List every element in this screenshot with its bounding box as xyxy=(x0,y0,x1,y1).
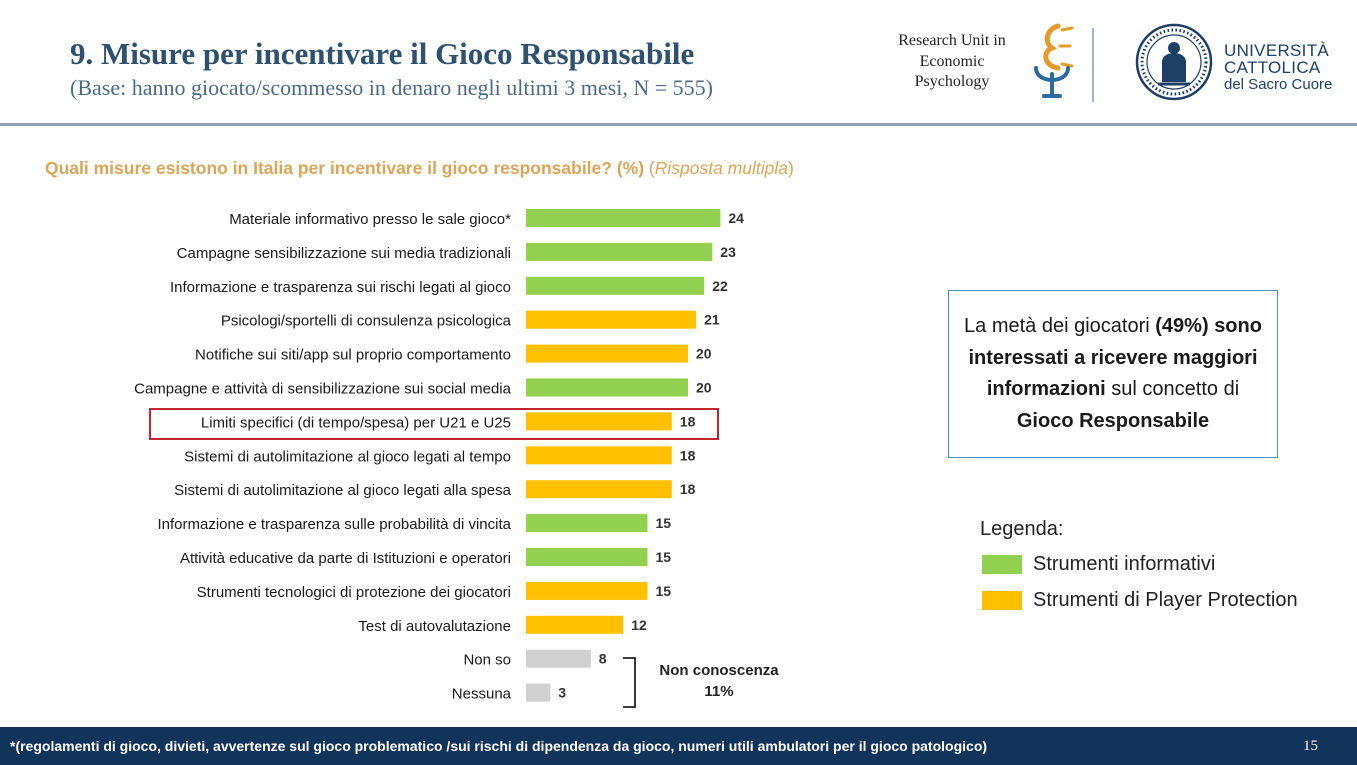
question-note: Risposta multipla xyxy=(654,158,788,178)
bar-value-label: 23 xyxy=(720,244,736,260)
bar xyxy=(526,615,624,634)
bar-value-label: 8 xyxy=(599,651,607,667)
slide-title: 9. Misure per incentivare il Gioco Respo… xyxy=(70,36,695,71)
bar-value-label: 15 xyxy=(656,515,672,531)
bar-value-label: 20 xyxy=(696,380,712,396)
bar-value-label: 18 xyxy=(680,413,696,429)
research-unit-line: Economic xyxy=(919,52,985,70)
bar xyxy=(526,480,672,499)
bar-category-label: Test di autovalutazione xyxy=(358,618,511,635)
question-text: Quali misure esistono in Italia per ince… xyxy=(45,158,645,178)
legend-swatch-informativi xyxy=(982,555,1022,574)
bar-category-label: Non so xyxy=(463,652,511,669)
legend-title: Legenda: xyxy=(980,518,1064,540)
insight-text-bold: Gioco Responsabile xyxy=(1016,409,1210,432)
bar-category-label: Limiti specifici (di tempo/spesa) per U2… xyxy=(201,414,511,431)
university-name-line: UNIVERSITÀ xyxy=(1224,41,1330,60)
bar-category-label: Campagne sensibilizzazione sui media tra… xyxy=(177,245,511,262)
university-name-line: CATTOLICA xyxy=(1224,58,1321,77)
bar xyxy=(526,514,648,533)
bar-category-label: Sistemi di autolimitazione al gioco lega… xyxy=(174,482,512,499)
university-name: UNIVERSITÀ CATTOLICA del Sacro Cuore xyxy=(1224,42,1332,93)
insight-text-bold: (49%) xyxy=(1155,315,1209,337)
bar-value-label: 18 xyxy=(680,481,696,497)
insight-text-bold: sono interessati a ricevere maggiori inf… xyxy=(968,315,1262,400)
bar-value-label: 15 xyxy=(656,549,672,565)
bar-category-label: Notifiche sui siti/app sul proprio compo… xyxy=(195,347,511,364)
slide-subtitle: (Base: hanno giocato/scommesso in denaro… xyxy=(70,75,713,100)
bar-category-label: Materiale informativo presso le sale gio… xyxy=(229,211,511,228)
bar-chart: Materiale informativo presso le sale gio… xyxy=(134,209,744,703)
psychology-logo-icon xyxy=(1034,23,1074,98)
bar-value-label: 15 xyxy=(656,583,672,599)
university-seal-icon xyxy=(1135,23,1213,101)
research-unit-line: Psychology xyxy=(914,73,990,90)
question-note-open: ( xyxy=(644,158,655,178)
bar-category-label: Attività educative da parte di Istituzio… xyxy=(180,550,511,567)
non-conoscenza-value: 11% xyxy=(704,683,734,700)
bar-value-label: 18 xyxy=(680,447,696,463)
highlight-box xyxy=(149,408,719,440)
logo-divider xyxy=(1092,28,1094,102)
bar-category-label: Sistemi di autolimitazione al gioco lega… xyxy=(184,448,511,465)
bar-category-label: Campagne e attività di sensibilizzazione… xyxy=(134,381,512,398)
bar-value-label: 22 xyxy=(712,278,728,294)
bar xyxy=(526,412,672,431)
bar xyxy=(526,242,713,261)
bar-category-label: Informazione e trasparenza sulle probabi… xyxy=(157,516,511,533)
insight-text: La metà dei giocatori (49%) sono interes… xyxy=(963,311,1263,437)
bar-value-label: 3 xyxy=(558,685,566,701)
bar-category-label: Nessuna xyxy=(452,686,512,703)
insight-callout: La metà dei giocatori (49%) sono interes… xyxy=(948,290,1278,458)
bar xyxy=(526,209,721,227)
bar xyxy=(526,310,697,329)
legend-label: Strumenti informativi xyxy=(1033,553,1216,575)
bar xyxy=(526,548,648,566)
research-unit-line: Research Unit in xyxy=(898,32,1006,49)
legend-item-informativi: Strumenti informativi xyxy=(982,553,1215,576)
non-conoscenza-title: Non conoscenza xyxy=(659,662,779,679)
bar-category-label: Informazione e trasparenza sui rischi le… xyxy=(170,279,511,296)
footer-bar: *(regolamenti di gioco, divieti, avverte… xyxy=(0,727,1357,765)
bar-value-label: 21 xyxy=(704,312,720,328)
header-divider xyxy=(0,123,1357,126)
bar xyxy=(526,683,551,702)
legend-item-player-protection: Strumenti di Player Protection xyxy=(982,589,1298,612)
bar xyxy=(526,378,688,397)
bracket-icon xyxy=(623,657,636,708)
bar xyxy=(526,581,648,600)
insight-text-part: sul concetto di xyxy=(1105,378,1240,400)
university-name-line: del Sacro Cuore xyxy=(1224,76,1333,93)
bar-value-label: 12 xyxy=(631,617,647,633)
question-note-close: ) xyxy=(788,158,794,178)
legend-swatch-player-protection xyxy=(982,591,1022,610)
insight-text-part: La metà dei giocatori xyxy=(964,315,1156,337)
bar xyxy=(526,344,688,363)
bar-value-label: 24 xyxy=(728,210,744,226)
research-unit-name: Research Unit in Economic Psychology xyxy=(884,31,1020,93)
bar-value-label: 20 xyxy=(696,346,712,362)
bar-category-label: Psicologi/sportelli di consulenza psicol… xyxy=(221,313,512,330)
bar-category-label: Strumenti tecnologici di protezione dei … xyxy=(197,584,511,601)
footnote: *(regolamenti di gioco, divieti, avverte… xyxy=(10,738,988,754)
bar xyxy=(526,649,591,668)
bar xyxy=(526,446,672,465)
legend-label: Strumenti di Player Protection xyxy=(1033,589,1298,611)
bar xyxy=(526,276,705,295)
page-number: 15 xyxy=(1303,738,1318,754)
chart-question: Quali misure esistono in Italia per ince… xyxy=(45,158,794,179)
non-conoscenza-label: Non conoscenza 11% xyxy=(648,660,790,702)
